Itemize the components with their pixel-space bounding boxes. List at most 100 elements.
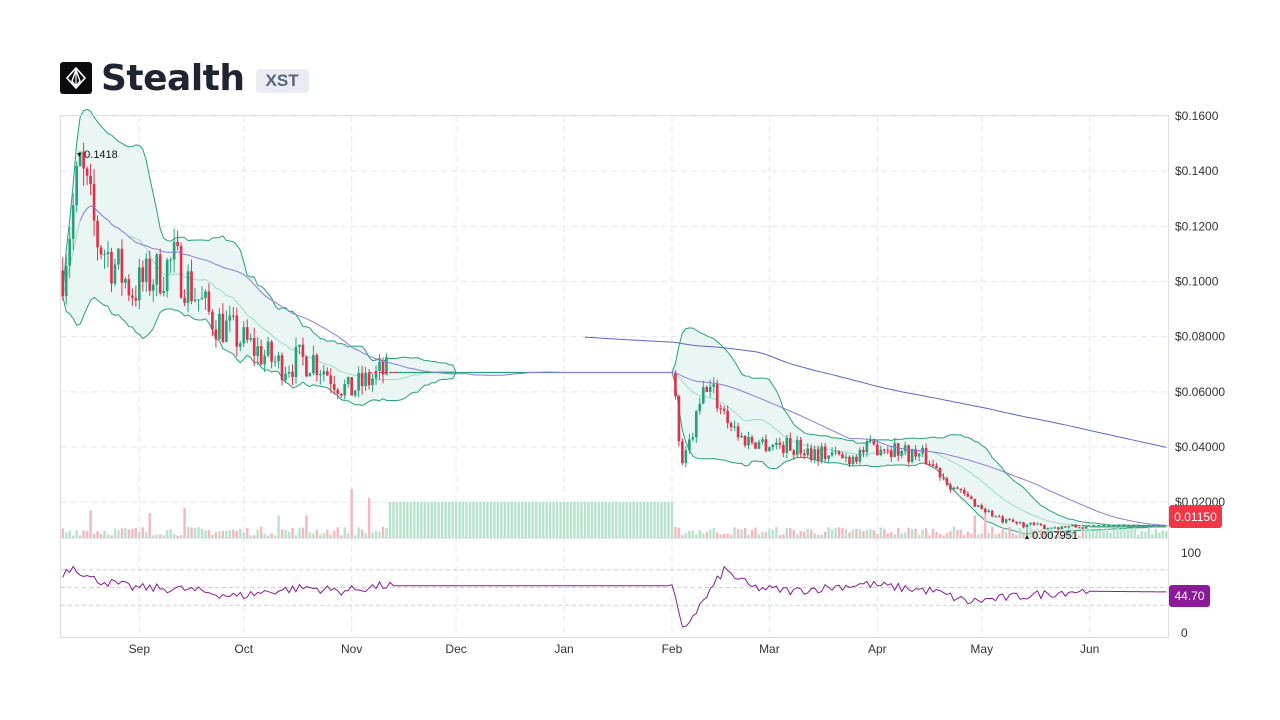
volume-bar — [771, 529, 775, 538]
volume-bar — [785, 527, 789, 538]
volume-bar — [235, 530, 239, 538]
volume-bar — [527, 502, 531, 538]
high-price-label: 0.1418 — [84, 149, 118, 161]
candle-body — [245, 327, 249, 340]
candle-body — [841, 454, 844, 459]
date-tick-label: Nov — [341, 642, 362, 656]
candle-body — [235, 315, 239, 347]
volume-bar — [1116, 527, 1119, 538]
volume-bar — [688, 530, 691, 538]
candle-body — [782, 444, 785, 453]
volume-bar — [928, 535, 931, 538]
volume-bar — [938, 533, 942, 538]
volume-bar — [496, 502, 500, 538]
volume-bar — [778, 535, 782, 538]
volume-bar — [232, 529, 235, 538]
candle-body — [190, 271, 193, 302]
volume-bar — [298, 527, 301, 538]
candle-body — [308, 373, 312, 377]
volume-bar — [1001, 527, 1004, 538]
candle-body — [858, 449, 862, 462]
low-marker-icon — [1025, 535, 1030, 539]
volume-bar — [152, 535, 155, 538]
volume-bar — [1029, 527, 1032, 538]
stealth-logo-icon — [60, 62, 92, 94]
volume-bar — [552, 502, 555, 538]
candle-body — [983, 508, 987, 513]
volume-bar — [1032, 529, 1036, 538]
candle-body — [729, 423, 733, 428]
volume-bar — [1126, 528, 1130, 538]
grid-lines — [61, 115, 1168, 637]
volume-bar — [970, 533, 973, 538]
volume-bar — [594, 502, 597, 538]
candle-body — [976, 505, 980, 507]
candle-body — [294, 346, 298, 377]
volume-bar — [89, 510, 92, 538]
volume-bar — [754, 527, 757, 538]
candle-body — [931, 464, 935, 466]
volume-bar — [388, 502, 392, 538]
candle-body — [771, 444, 775, 448]
volume-bar — [702, 533, 705, 538]
candle-body — [1022, 522, 1025, 528]
volume-bar — [562, 502, 566, 538]
volume-bar — [197, 526, 200, 538]
candle-body — [1043, 525, 1046, 530]
volume-bar — [531, 502, 534, 538]
volume-bar — [291, 527, 294, 538]
volume-bar — [148, 513, 151, 538]
candle-body — [1004, 519, 1008, 523]
candle-body — [935, 465, 938, 468]
volume-bar — [862, 530, 865, 538]
candle-body — [1032, 522, 1036, 525]
volume-bar — [761, 531, 764, 538]
price-tick-label: $0.08000 — [1175, 330, 1225, 344]
volume-bar — [489, 502, 493, 538]
volume-bar — [287, 531, 291, 538]
volume-bar — [1057, 530, 1060, 538]
ma-50-line — [79, 205, 1167, 526]
candle-body — [176, 241, 179, 247]
volume-bar — [1018, 528, 1022, 538]
rsi-tick-label: 100 — [1181, 546, 1201, 560]
volume-bar — [757, 534, 761, 538]
volume-bar — [1112, 529, 1116, 538]
volume-bar — [1022, 531, 1025, 538]
candle-body — [684, 450, 688, 464]
volume-bar — [883, 528, 886, 538]
candle-body — [343, 384, 347, 396]
candle-body — [312, 354, 315, 374]
volume-bar — [1102, 529, 1105, 538]
volume-bar — [931, 528, 935, 538]
candle-body — [273, 361, 277, 363]
volume-bar — [113, 528, 117, 538]
volume-bar — [994, 534, 997, 538]
volume-bar — [96, 531, 99, 538]
candle-body — [1001, 516, 1004, 523]
candle-body — [740, 435, 743, 438]
volume-bar — [893, 534, 896, 538]
volume-bar — [500, 502, 503, 538]
volume-bar — [587, 502, 590, 538]
candle-body — [768, 447, 771, 451]
volume-bar — [973, 515, 977, 538]
volume-bar — [1151, 534, 1154, 538]
volume-bar — [521, 502, 524, 538]
volume-bar — [823, 531, 827, 538]
volume-bar — [736, 528, 740, 538]
volume-bar — [103, 530, 106, 538]
ma-200-line — [584, 336, 1167, 448]
candle-body — [221, 313, 225, 342]
candle-body — [284, 373, 287, 381]
volume-bar — [458, 502, 461, 538]
candle-body — [848, 456, 851, 465]
volume-bar — [1147, 527, 1151, 538]
candle-body — [315, 354, 319, 375]
volume-bar — [350, 489, 353, 538]
volume-bar — [796, 534, 799, 538]
candle-body — [893, 443, 897, 458]
volume-bar — [635, 502, 639, 538]
candle-body — [736, 426, 740, 438]
